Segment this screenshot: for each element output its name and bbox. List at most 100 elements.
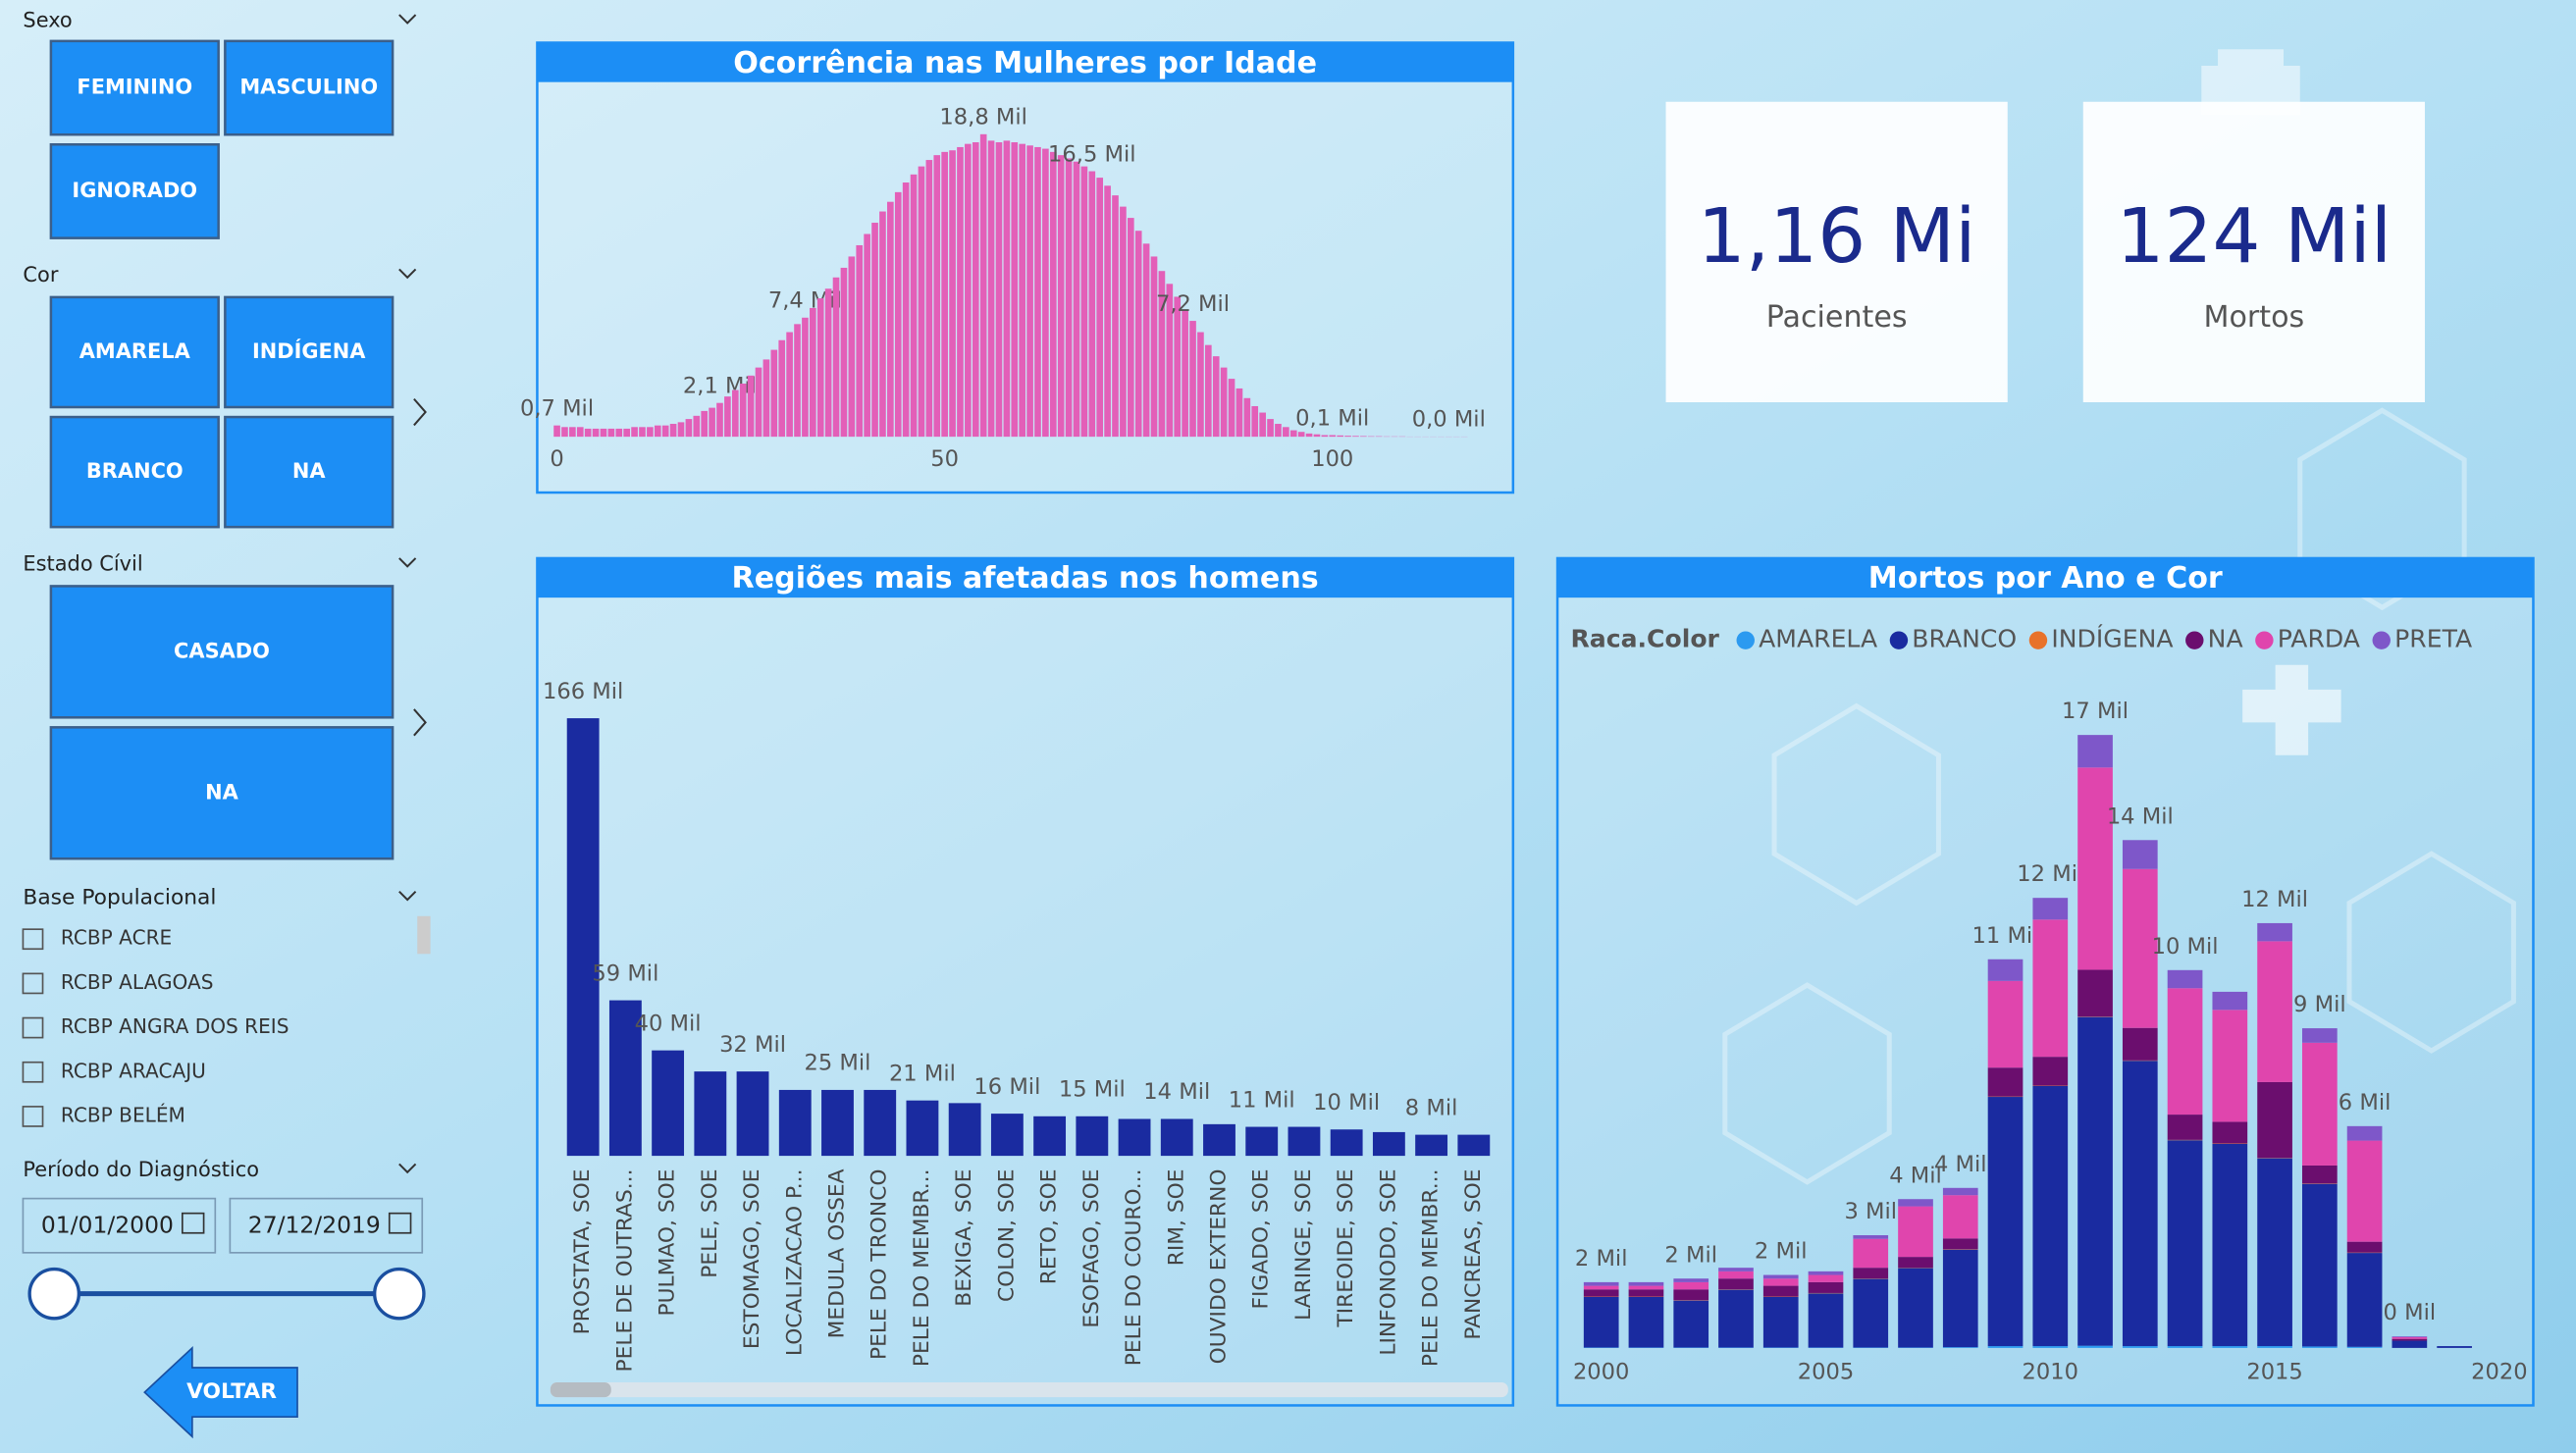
filter-button[interactable] — [49, 39, 220, 136]
checkbox[interactable] — [22, 1106, 44, 1127]
filter-button[interactable] — [224, 39, 394, 136]
bar-segment — [1808, 1274, 1844, 1282]
bar — [1080, 166, 1088, 438]
chart-title: Regiões mais afetadas nos homens — [732, 561, 1319, 596]
bar-segment — [2077, 1345, 2113, 1348]
bar — [600, 428, 607, 438]
bar — [669, 424, 677, 438]
data-label: 0,7 Mil — [520, 395, 594, 421]
bar — [949, 150, 956, 438]
slider-handle[interactable] — [27, 1267, 81, 1321]
scrollbar[interactable] — [550, 1382, 1508, 1398]
legend-label[interactable]: PARDA — [2278, 625, 2360, 653]
scrollbar-thumb[interactable] — [550, 1382, 611, 1398]
slicer-title: Cor — [23, 263, 58, 286]
legend-label[interactable]: NA — [2208, 625, 2243, 653]
bar — [1160, 1118, 1193, 1157]
bar — [1352, 436, 1359, 438]
bar — [1026, 145, 1033, 438]
bar-segment — [1898, 1199, 1933, 1207]
total-label: 9 Mil — [2293, 992, 2346, 1017]
x-tick-label: RETO, SOE — [1037, 1168, 1062, 1284]
checkbox-label[interactable]: RCBP ALAGOAS — [61, 970, 214, 994]
filter-button[interactable] — [49, 415, 220, 529]
bar — [661, 425, 669, 438]
filter-button-label[interactable]: MASCULINO — [239, 76, 378, 99]
bar — [925, 160, 933, 438]
checkbox[interactable] — [22, 1061, 44, 1083]
bar-segment — [1762, 1285, 1799, 1297]
bar-segment — [2167, 969, 2203, 989]
bar — [894, 191, 902, 438]
bar-segment — [2346, 1253, 2383, 1347]
filter-button-label[interactable]: AMARELA — [79, 339, 191, 363]
filter-button[interactable] — [224, 415, 394, 529]
checkbox[interactable] — [22, 972, 44, 995]
legend-label[interactable]: BRANCO — [1912, 625, 2017, 653]
filter-button[interactable] — [49, 295, 220, 409]
card — [1665, 101, 2008, 402]
bar — [566, 718, 600, 1157]
bar-segment — [2301, 1183, 2338, 1347]
date-value[interactable]: 01/01/2000 — [41, 1212, 174, 1239]
checkbox-label[interactable]: RCBP BELÉM — [61, 1103, 185, 1126]
bar-segment — [2257, 1081, 2292, 1159]
x-tick-label: 2005 — [1798, 1360, 1854, 1385]
filter-button-label[interactable]: IGNORADO — [72, 179, 197, 202]
legend-label[interactable]: INDÍGENA — [2051, 625, 2173, 653]
x-tick-label: 100 — [1311, 446, 1353, 472]
bar — [972, 142, 979, 438]
checkbox-label[interactable]: RCBP ACRE — [61, 926, 172, 950]
slicer-title: Período do Diagnóstico — [23, 1158, 259, 1181]
checkbox[interactable] — [22, 928, 44, 951]
filter-button[interactable] — [49, 726, 394, 860]
filter-button[interactable] — [49, 585, 394, 719]
date-value[interactable]: 27/12/2019 — [248, 1212, 381, 1239]
x-tick-label: PELE DO MEMBR... — [1419, 1168, 1444, 1367]
filter-button-label[interactable]: NA — [292, 459, 327, 483]
data-label: 7,2 Mil — [1156, 291, 1230, 317]
bar-segment — [2346, 1140, 2383, 1242]
filter-button-label[interactable]: FEMININO — [77, 76, 192, 99]
bar — [816, 298, 824, 438]
scrollbar[interactable] — [417, 915, 431, 955]
date-input[interactable] — [22, 1197, 217, 1254]
decoration — [1722, 407, 2516, 1185]
x-tick-label: PELE DO MEMBR... — [910, 1168, 934, 1367]
bar — [1189, 321, 1196, 438]
back-button-label[interactable]: VOLTAR — [186, 1379, 277, 1404]
bar — [639, 427, 646, 438]
bar — [1150, 256, 1158, 438]
bar-segment — [2122, 1346, 2158, 1348]
bar-segment — [2077, 1016, 2113, 1346]
bar — [1118, 1118, 1151, 1157]
checkbox-label[interactable]: RCBP ARACAJU — [61, 1059, 206, 1082]
bar-segment — [2077, 735, 2113, 768]
total-label: 2 Mil — [1575, 1246, 1628, 1271]
back-button[interactable] — [143, 1345, 298, 1439]
data-label: 0,0 Mil — [1412, 407, 1486, 433]
checkbox-label[interactable]: RCBP ANGRA DOS REIS — [61, 1014, 289, 1038]
bar-segment — [1898, 1257, 1933, 1269]
bar-segment — [1853, 1278, 1889, 1348]
slider-handle[interactable] — [373, 1267, 426, 1321]
legend-label[interactable]: PRETA — [2394, 625, 2472, 653]
bar — [770, 349, 778, 438]
checkbox[interactable] — [22, 1016, 44, 1039]
date-input[interactable] — [229, 1197, 424, 1254]
x-tick-label: ESTOMAGO, SOE — [740, 1168, 764, 1349]
filter-button-label[interactable]: CASADO — [174, 639, 270, 662]
total-label: 12 Mil — [2241, 887, 2308, 912]
bar-segment — [1718, 1268, 1754, 1271]
legend-label[interactable]: AMARELA — [1759, 625, 1877, 653]
filter-button-label[interactable]: INDÍGENA — [252, 338, 366, 363]
data-label: 16,5 Mil — [1048, 141, 1136, 167]
bar — [1134, 231, 1142, 438]
filter-button-label[interactable]: BRANCO — [86, 459, 184, 483]
bar — [694, 1071, 727, 1157]
data-label: 18,8 Mil — [939, 105, 1027, 130]
filter-button[interactable] — [49, 143, 220, 239]
filter-button-label[interactable]: NA — [205, 780, 239, 804]
x-tick-label: 50 — [930, 446, 959, 472]
filter-button[interactable] — [224, 295, 394, 409]
